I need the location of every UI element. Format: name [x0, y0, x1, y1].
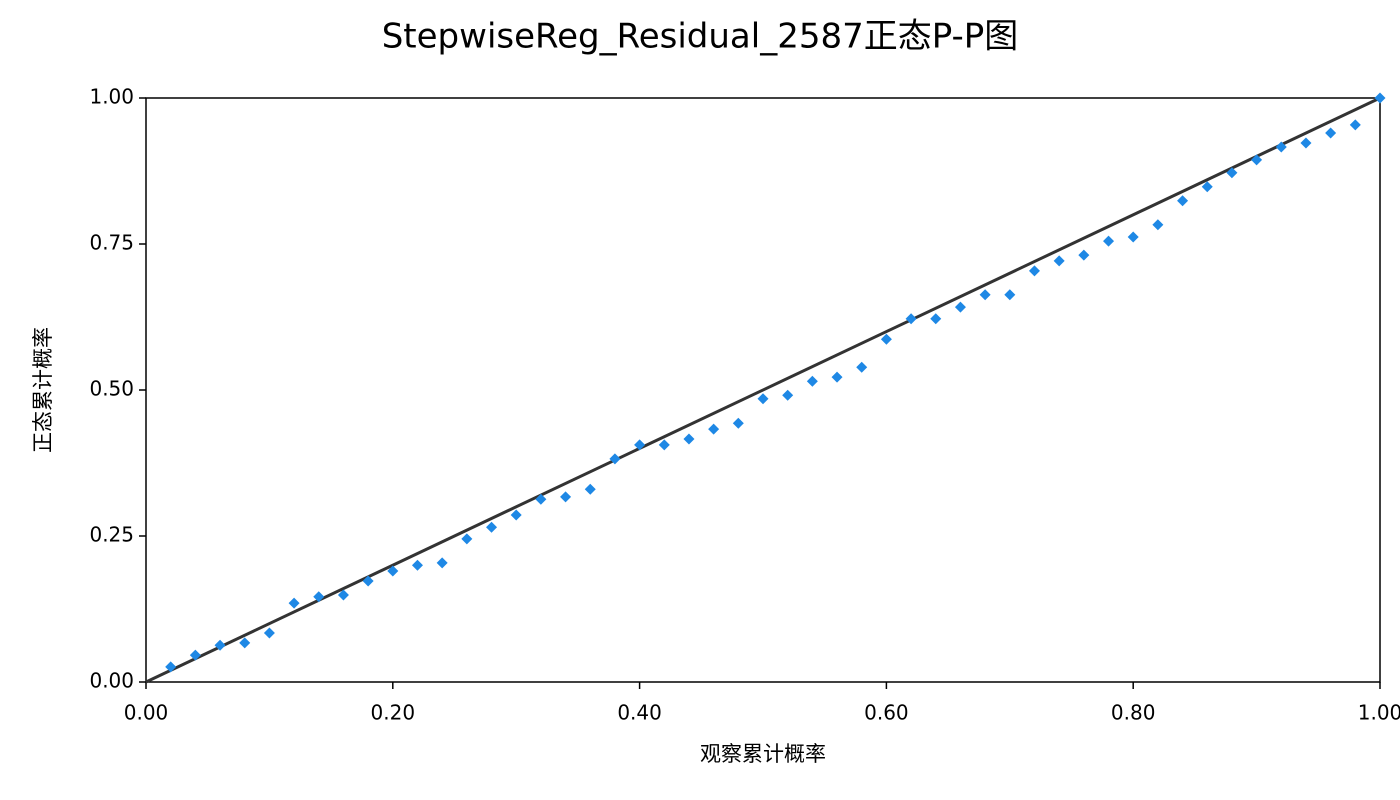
data-point	[1226, 167, 1238, 179]
data-point	[1325, 127, 1337, 139]
x-tick-label: 0.60	[864, 701, 909, 725]
data-point	[560, 491, 572, 503]
data-point	[584, 483, 596, 495]
chart-title: StepwiseReg_Residual_2587正态P-P图	[382, 17, 1019, 57]
data-point	[634, 439, 646, 451]
data-point	[782, 389, 794, 401]
data-point	[337, 589, 349, 601]
data-point	[214, 639, 226, 651]
data-point	[313, 591, 325, 603]
data-point	[708, 423, 720, 435]
data-point	[732, 417, 744, 429]
data-point	[1201, 181, 1213, 193]
reference-line	[145, 96, 1381, 684]
data-point	[436, 557, 448, 569]
data-point	[905, 313, 917, 325]
data-point	[658, 439, 670, 451]
data-point	[1349, 119, 1361, 131]
data-point	[189, 649, 201, 661]
data-point	[461, 533, 473, 545]
x-tick-label: 0.20	[371, 701, 416, 725]
x-tick-label: 0.80	[1111, 701, 1156, 725]
data-point	[387, 565, 399, 577]
x-tick-label: 0.00	[124, 701, 169, 725]
y-tick-label: 0.75	[89, 231, 134, 255]
x-tick-label: 1.00	[1358, 701, 1400, 725]
data-point	[806, 375, 818, 387]
data-point	[362, 575, 374, 587]
x-tick-label: 0.40	[617, 701, 662, 725]
data-point	[1078, 249, 1090, 261]
data-point	[288, 597, 300, 609]
data-point	[486, 521, 498, 533]
data-point	[1275, 141, 1287, 153]
data-point	[979, 289, 991, 301]
x-axis-label: 观察累计概率	[700, 742, 826, 766]
data-point	[1103, 235, 1115, 247]
data-point	[930, 313, 942, 325]
y-axis-label: 正态累计概率	[31, 327, 55, 453]
data-point	[1053, 255, 1065, 267]
data-point	[1374, 92, 1386, 104]
data-point	[1127, 231, 1139, 243]
data-point	[683, 433, 695, 445]
data-point	[609, 453, 621, 465]
data-point	[954, 301, 966, 313]
y-tick-label: 0.00	[89, 669, 134, 693]
data-point	[263, 627, 275, 639]
y-tick-label: 0.50	[89, 377, 134, 401]
data-point	[1152, 219, 1164, 231]
data-point	[411, 559, 423, 571]
data-point	[510, 509, 522, 521]
y-tick-label: 1.00	[89, 85, 134, 109]
data-point	[535, 493, 547, 505]
data-point	[165, 661, 177, 673]
data-point	[831, 371, 843, 383]
data-point	[1028, 265, 1040, 277]
data-point	[880, 333, 892, 345]
data-point	[1177, 195, 1189, 207]
data-point	[757, 393, 769, 405]
data-point	[1251, 154, 1263, 166]
data-point	[856, 361, 868, 373]
data-point	[1004, 289, 1016, 301]
data-point	[1300, 137, 1312, 149]
y-tick-label: 0.25	[89, 523, 134, 547]
data-point	[239, 637, 251, 649]
